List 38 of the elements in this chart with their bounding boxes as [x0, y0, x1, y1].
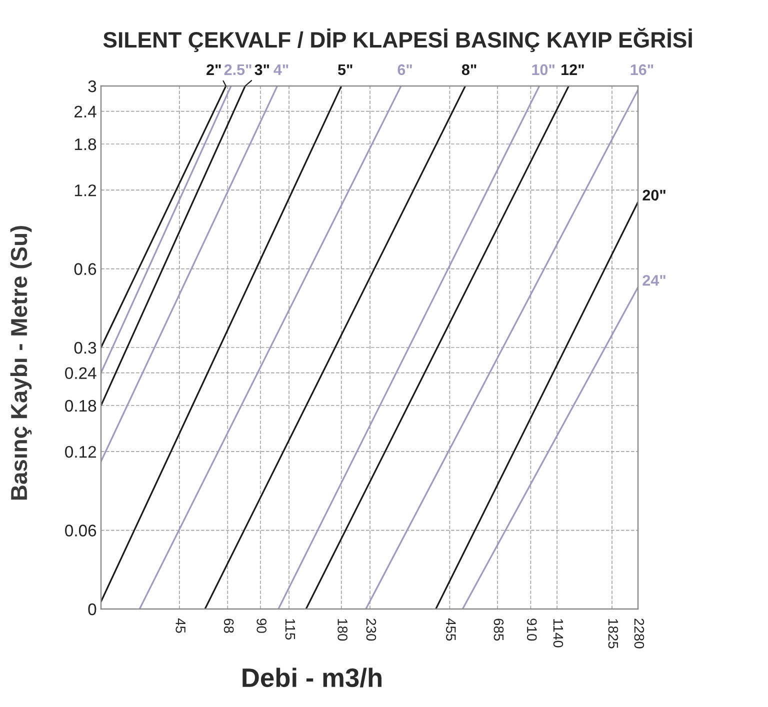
chart-title: SILENT ÇEKVALF / DİP KLAPESİ BASINÇ KAYIP EĞRİSİ: [103, 28, 692, 52]
x-tick-label: 685: [494, 618, 504, 641]
y-tick-label: 0.18: [65, 400, 96, 412]
x-tick-label: 2280: [634, 618, 644, 648]
series-label: 20": [642, 190, 666, 201]
y-tick-label: 0.3: [74, 342, 96, 354]
series-label: 10": [532, 64, 554, 76]
x-tick-label: 45: [176, 618, 186, 633]
x-tick-label: 230: [366, 618, 376, 641]
x-tick-label: 1140: [553, 619, 564, 648]
y-tick-label: 0: [88, 603, 96, 616]
x-tick-label: 115: [285, 619, 295, 640]
series-label: 4": [274, 64, 288, 75]
y-tick-label: 2.4: [74, 106, 96, 118]
x-tick-label: 68: [224, 618, 234, 633]
x-tick-label: 90: [256, 618, 266, 633]
y-tick-label: 0.24: [65, 367, 96, 380]
series-label: 16": [630, 64, 654, 76]
series-label: 2.5": [224, 64, 252, 76]
series-label: 12": [562, 64, 584, 75]
x-tick-label: 180: [338, 619, 348, 641]
y-tick-label: 1.2: [74, 184, 96, 196]
series-label: 3": [254, 64, 270, 76]
y-tick-label: 0.06: [65, 524, 96, 536]
series-label: 5": [338, 64, 352, 76]
x-tick-label: 1825: [608, 619, 618, 648]
y-tick-label: 1.8: [74, 138, 96, 150]
y-tick-label: 3: [88, 80, 96, 92]
y-axis-title: Basınç Kaybı - Metre (Su): [10, 226, 32, 500]
y-tick-label: 0.12: [65, 446, 96, 458]
x-tick-label: 455: [446, 618, 456, 641]
x-tick-label: 910: [526, 618, 537, 641]
series-label: 24": [642, 274, 666, 286]
series-label: 8": [462, 64, 476, 76]
series-label: 6": [398, 64, 412, 76]
series-label: 2": [206, 64, 221, 75]
x-axis-title: Debi - m3/h: [242, 668, 382, 688]
y-tick-label: 0.6: [74, 263, 96, 275]
